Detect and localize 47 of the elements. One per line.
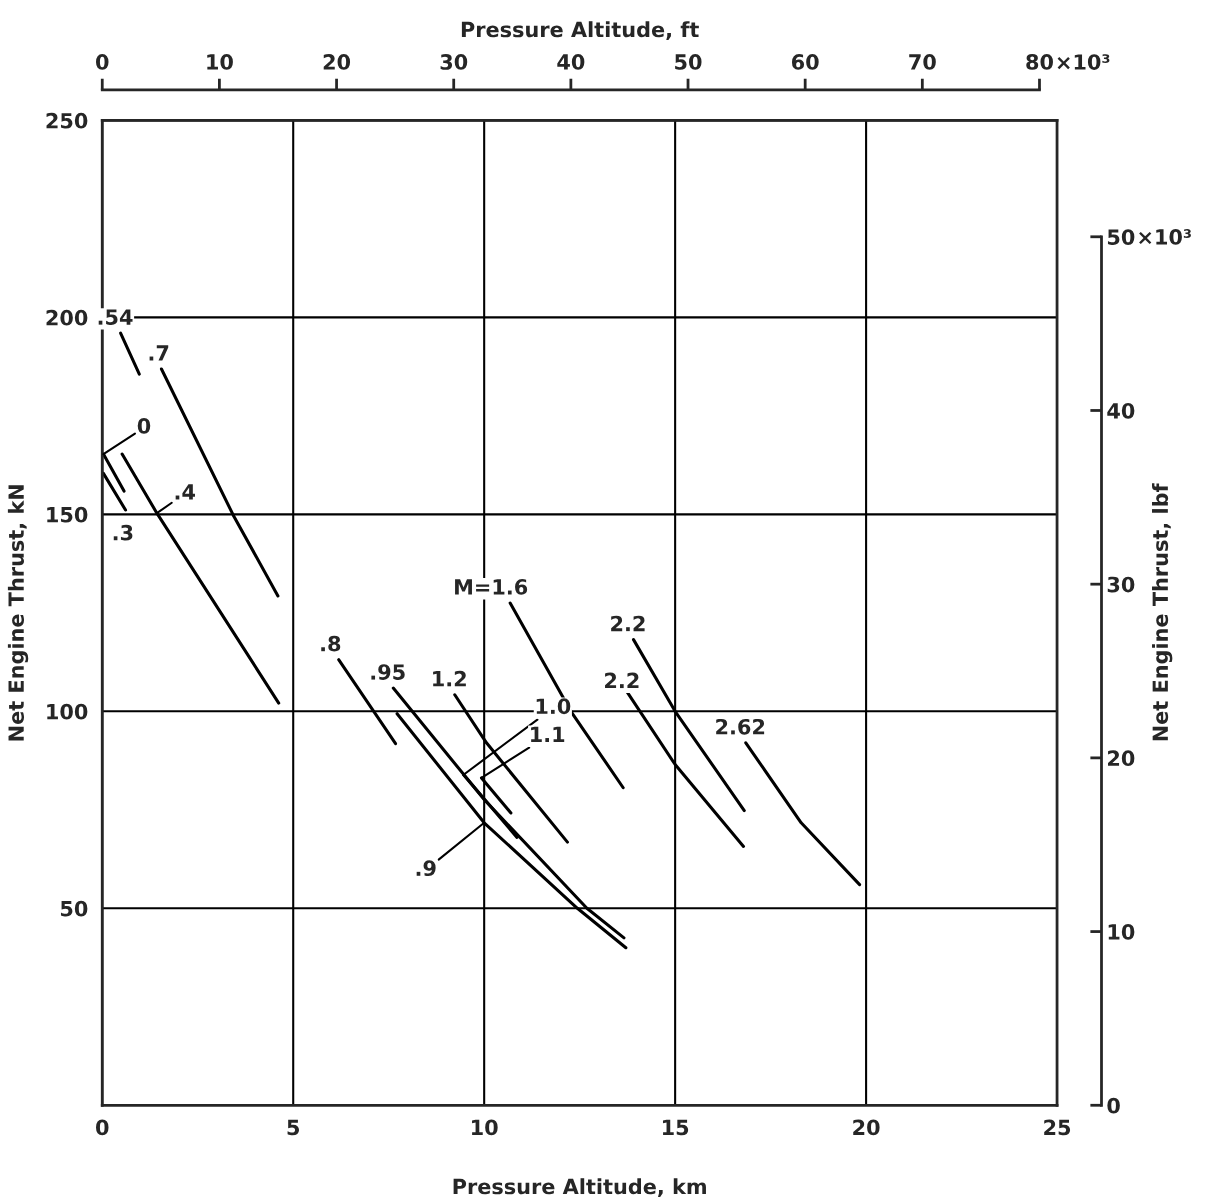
series-label: .4: [175, 484, 195, 500]
text: ×10³: [1139, 229, 1191, 245]
x2-tick-label: 30: [440, 54, 468, 70]
text: ×10³: [1057, 54, 1110, 70]
y-axis-title: Net Engine Thrust, kN: [7, 485, 29, 741]
series-label: 2.62: [716, 718, 765, 735]
series-label: M=1.6: [455, 579, 528, 595]
x-tick-label: 10: [472, 1119, 498, 1136]
series-label: 0: [137, 417, 151, 434]
series-label: .8: [321, 635, 341, 652]
series-label: 2.2: [605, 672, 639, 689]
text: .9: [416, 860, 436, 877]
x-axis-title: Pressure Altitude, km: [453, 1178, 706, 1197]
series-label: .3: [113, 524, 133, 541]
series-label: 1.2: [433, 670, 466, 687]
y-tick-label: 200: [46, 309, 88, 326]
x2-axis-title: Pressure Altitude, ft: [461, 21, 699, 40]
text: 1.1: [531, 726, 565, 742]
x-tick-label: 15: [662, 1119, 689, 1136]
y-tick-label: 150: [47, 506, 88, 523]
x-tick-label: 20: [853, 1119, 880, 1136]
y2-axis-title: Net Engine Thrust, lbf: [1152, 483, 1173, 741]
text: 1.0: [536, 698, 571, 715]
y2-tick-label: 10: [1108, 924, 1135, 940]
y2-tick-label: 20: [1108, 750, 1135, 767]
series-label: .54: [98, 309, 133, 325]
y-tick-label: 100: [47, 703, 88, 720]
y-tick-label: 50: [60, 900, 88, 917]
y2-tick-label: 50: [1107, 229, 1135, 245]
x2-tick-label: 10: [207, 54, 233, 70]
series-label: .95: [371, 664, 405, 680]
series-label: 2.2: [611, 615, 645, 632]
y2-tick-label: 0: [1107, 1097, 1120, 1114]
x2-tick-label: 20: [323, 54, 351, 70]
x2-tick-label: 60: [791, 54, 819, 70]
x2-tick-label: 0: [96, 54, 109, 70]
series-label: .7: [149, 345, 169, 361]
y2-tick-label: 40: [1107, 402, 1135, 419]
x-tick-label: 0: [96, 1119, 109, 1136]
x-tick-label: 5: [287, 1119, 300, 1136]
x2-tick-label: 40: [557, 54, 585, 70]
y2-tick-label: 30: [1107, 576, 1135, 593]
x-tick-label: 25: [1044, 1119, 1071, 1136]
x2-tick-label: 70: [909, 54, 936, 70]
y-tick-label: 250: [46, 112, 88, 129]
x2-tick-label: 50: [675, 54, 702, 70]
x2-tick-label: 80: [1026, 54, 1053, 70]
